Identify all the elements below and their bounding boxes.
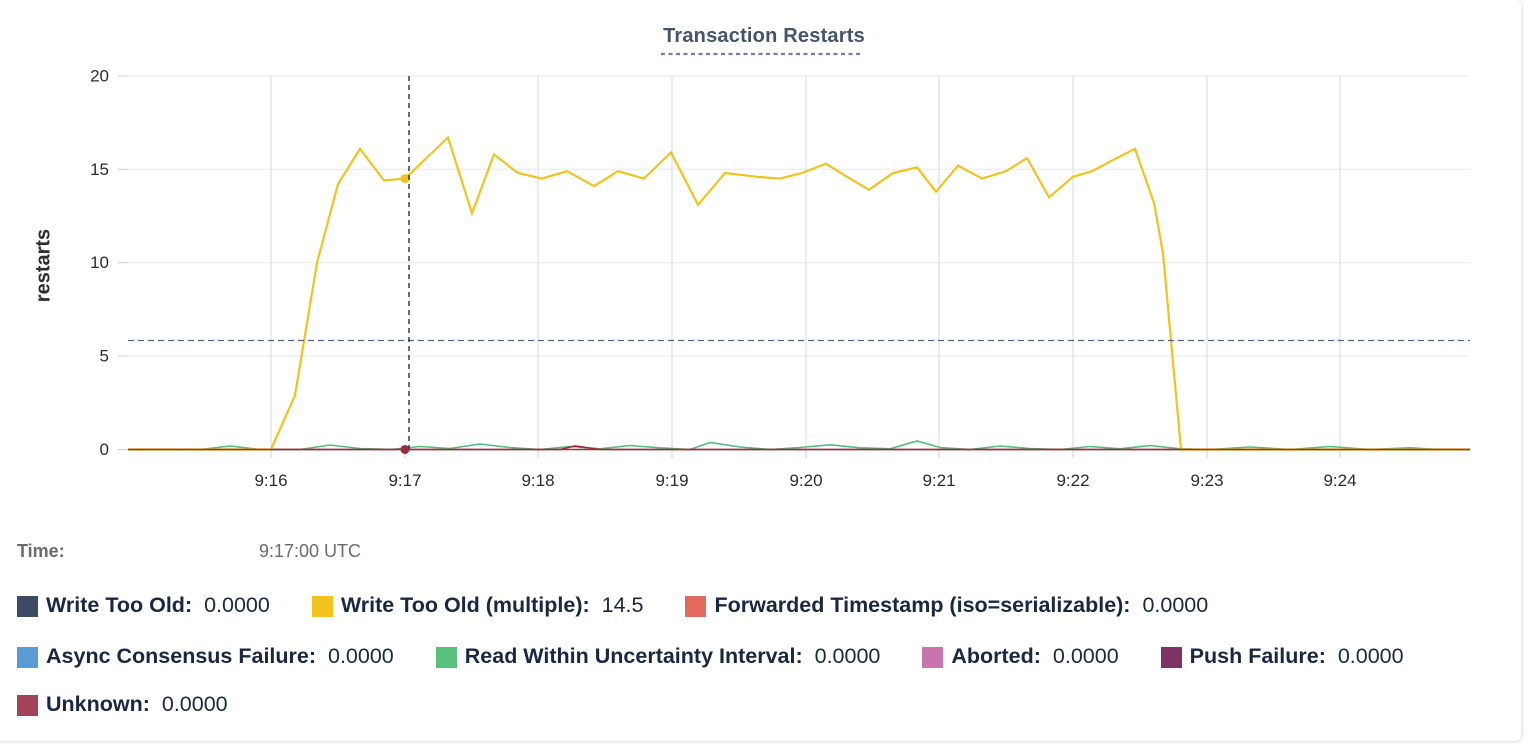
svg-text:0: 0 bbox=[100, 440, 109, 459]
svg-text:9:17: 9:17 bbox=[388, 471, 421, 490]
svg-text:20: 20 bbox=[90, 67, 109, 86]
svg-text:9:19: 9:19 bbox=[655, 471, 688, 490]
svg-text:9:23: 9:23 bbox=[1190, 471, 1223, 490]
svg-text:9:16: 9:16 bbox=[254, 471, 287, 490]
svg-text:15: 15 bbox=[90, 160, 109, 179]
svg-text:5: 5 bbox=[100, 347, 109, 366]
svg-text:9:24: 9:24 bbox=[1323, 471, 1356, 490]
svg-text:9:18: 9:18 bbox=[521, 471, 554, 490]
svg-text:9:20: 9:20 bbox=[789, 471, 822, 490]
svg-text:9:22: 9:22 bbox=[1056, 471, 1089, 490]
svg-text:10: 10 bbox=[90, 253, 109, 272]
svg-text:9:21: 9:21 bbox=[922, 471, 955, 490]
